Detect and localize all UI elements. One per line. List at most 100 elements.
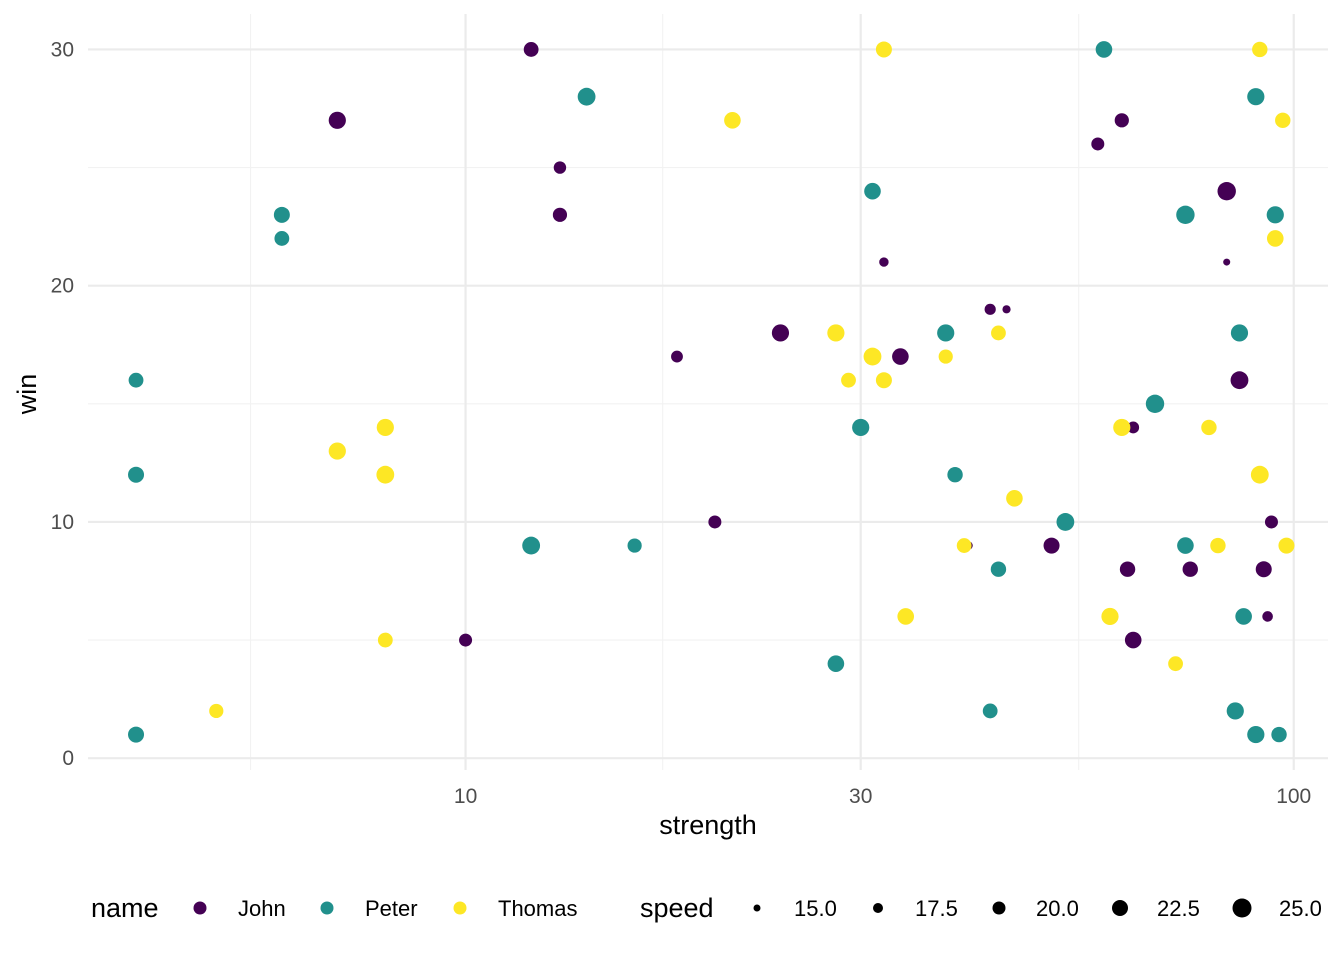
data-point-thomas — [376, 465, 395, 484]
legend-size-label: 20.0 — [1036, 896, 1079, 921]
data-point-john — [328, 111, 346, 129]
y-tick-label: 10 — [51, 511, 74, 534]
data-point-john — [771, 324, 790, 342]
data-point-john — [1264, 515, 1278, 529]
data-point-john — [1002, 305, 1011, 314]
data-point-thomas — [1252, 41, 1268, 58]
legend-size-key — [992, 901, 1006, 915]
data-point-thomas — [875, 372, 892, 389]
legend-title-name: name — [91, 893, 159, 923]
y-tick-label: 20 — [51, 275, 74, 298]
data-point-peter — [827, 655, 845, 672]
data-point-peter — [577, 87, 596, 106]
data-point-john — [984, 303, 996, 315]
y-tick-label: 30 — [51, 38, 74, 61]
data-point-thomas — [956, 538, 972, 553]
x-tick-label: 30 — [849, 785, 872, 808]
data-point-thomas — [863, 347, 882, 366]
data-point-peter — [627, 538, 642, 553]
data-point-peter — [1177, 537, 1194, 554]
data-point-john — [1217, 181, 1236, 201]
data-point-thomas — [1006, 490, 1023, 507]
data-point-thomas — [1201, 419, 1217, 436]
legend-color-items: John Peter Thomas — [193, 896, 577, 921]
data-point-thomas — [376, 418, 394, 437]
data-point-john — [1255, 561, 1272, 578]
data-point-peter — [990, 561, 1007, 577]
data-point-peter — [128, 372, 144, 388]
data-point-thomas — [328, 442, 346, 460]
data-point-peter — [1226, 702, 1244, 720]
data-point-thomas — [377, 632, 393, 648]
data-point-peter — [1235, 608, 1252, 625]
data-point-john — [523, 42, 539, 57]
data-point-peter — [522, 536, 541, 555]
data-point-thomas — [1210, 537, 1226, 554]
data-point-thomas — [991, 325, 1006, 341]
legend-key-john — [193, 901, 207, 915]
x-tick-label: 10 — [454, 785, 477, 808]
legend-label-john: John — [238, 896, 286, 921]
data-point-john — [879, 257, 889, 267]
data-point-thomas — [1250, 465, 1269, 484]
x-tick-label: 100 — [1276, 785, 1311, 808]
legend-size-key — [1232, 898, 1252, 918]
data-point-john — [1091, 137, 1105, 151]
data-point-peter — [1176, 205, 1195, 225]
data-point-thomas — [209, 703, 224, 719]
legend-title-speed: speed — [640, 893, 714, 923]
data-point-thomas — [875, 41, 892, 58]
data-point-peter — [864, 182, 881, 200]
legend-key-thomas — [453, 901, 467, 915]
data-point-john — [1262, 611, 1273, 622]
data-point-john — [1127, 421, 1140, 434]
points-layer — [128, 41, 1295, 744]
legend-size-label: 22.5 — [1157, 896, 1200, 921]
y-axis-ticks: 0 10 20 30 — [51, 38, 74, 770]
data-point-john — [1114, 113, 1129, 128]
data-point-peter — [1056, 513, 1075, 531]
data-point-peter — [1266, 206, 1284, 224]
data-point-thomas — [938, 349, 953, 364]
data-point-peter — [1095, 41, 1113, 58]
data-point-john — [671, 350, 683, 363]
data-point-peter — [937, 324, 955, 342]
data-point-thomas — [1168, 656, 1183, 672]
data-point-peter — [274, 231, 290, 246]
data-point-peter — [947, 466, 963, 483]
legend-size-label: 17.5 — [915, 896, 958, 921]
data-point-thomas — [897, 608, 915, 625]
data-point-john — [459, 633, 473, 647]
data-point-thomas — [827, 324, 845, 342]
legend-key-peter — [320, 901, 334, 915]
data-point-thomas — [1113, 418, 1131, 437]
legend-size-label: 25.0 — [1279, 896, 1322, 921]
data-point-peter — [128, 466, 145, 483]
legend-size-key — [873, 903, 883, 913]
y-tick-label: 0 — [62, 747, 74, 770]
data-point-john — [708, 515, 722, 529]
data-point-john — [1043, 537, 1060, 554]
data-point-peter — [852, 418, 870, 437]
legend: name John Peter Thomas speed 15.0 17.5 20.0 2… — [91, 893, 1322, 923]
x-axis-ticks: 10 30 100 — [454, 785, 1311, 808]
legend-label-thomas: Thomas — [498, 896, 577, 921]
data-point-peter — [1145, 394, 1165, 414]
legend-size-items: 15.0 17.5 20.0 22.5 25.0 — [753, 896, 1322, 921]
data-point-peter — [1247, 88, 1265, 106]
grid — [88, 14, 1328, 770]
data-point-peter — [128, 726, 145, 743]
data-point-john — [1182, 561, 1198, 577]
data-point-john — [1230, 371, 1249, 390]
data-point-peter — [982, 703, 998, 719]
data-point-thomas — [724, 112, 741, 129]
data-point-john — [1119, 561, 1136, 577]
data-point-john — [892, 348, 909, 365]
data-point-thomas — [1275, 112, 1291, 129]
data-point-john — [1223, 258, 1231, 266]
data-point-john — [1124, 631, 1142, 649]
data-point-peter — [1271, 726, 1287, 743]
y-axis-title: win — [12, 374, 42, 416]
data-point-thomas — [841, 372, 856, 388]
